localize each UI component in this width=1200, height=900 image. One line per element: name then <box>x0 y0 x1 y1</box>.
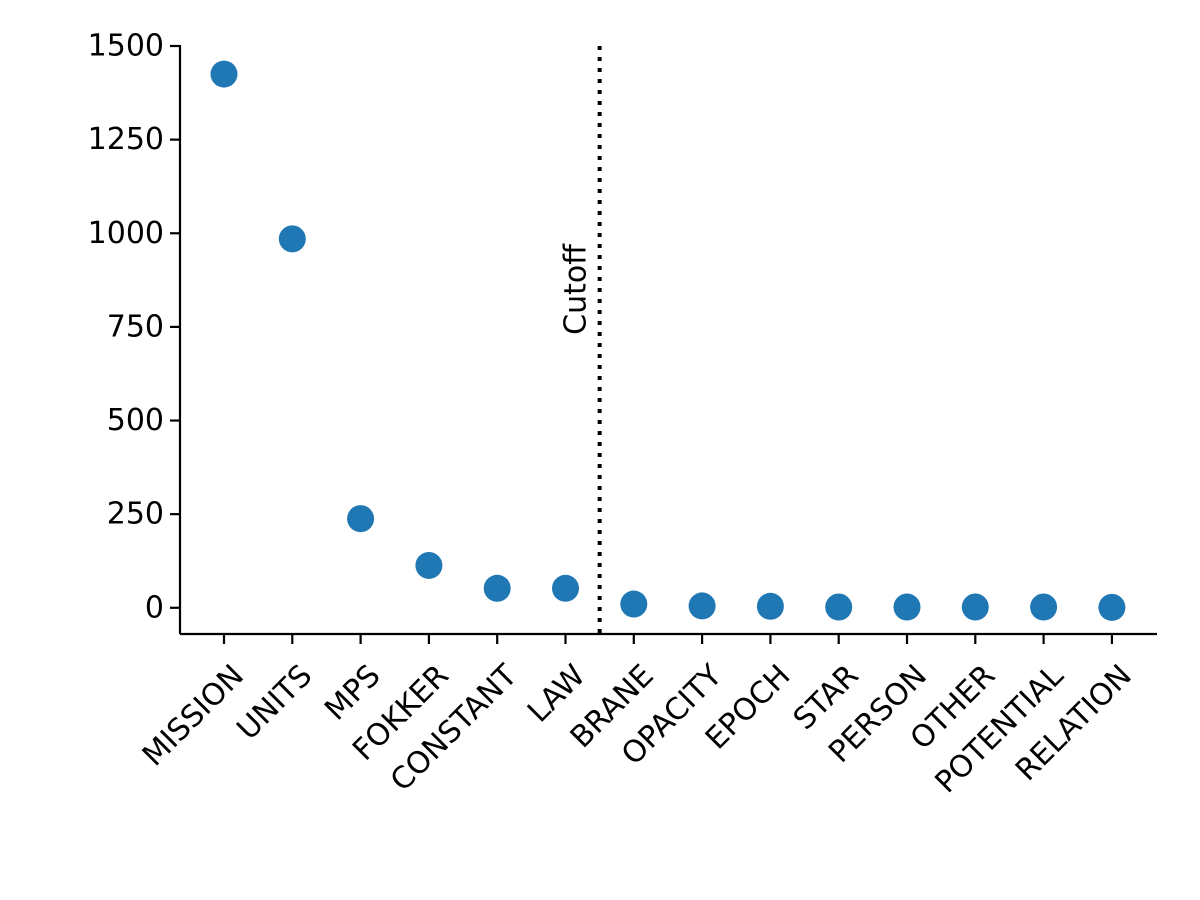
x-tick-label: UNITS <box>230 658 319 747</box>
data-point <box>347 505 375 533</box>
y-tick-label: 500 <box>107 403 164 438</box>
y-tick-label: 1000 <box>88 216 164 251</box>
data-point <box>210 60 238 88</box>
y-tick-label: 1250 <box>88 122 164 157</box>
cutoff-marker: Cutoff <box>559 46 602 634</box>
data-point <box>756 592 784 620</box>
y-axis-ticks: 0 250 500 750 1000 1250 1500 <box>88 29 180 625</box>
data-point <box>825 593 853 621</box>
data-point <box>961 593 989 621</box>
data-point <box>483 574 511 602</box>
data-point <box>278 225 306 253</box>
data-point <box>688 592 716 620</box>
data-points <box>210 60 1126 621</box>
data-point <box>552 574 579 602</box>
x-axis-ticks: MISSIONUNITSMPSFOKKERCONSTANTLAWBRANEOPA… <box>136 634 1139 800</box>
y-tick-label: 1500 <box>88 29 164 64</box>
data-point <box>1030 593 1058 621</box>
data-point <box>620 590 648 618</box>
y-tick-label: 250 <box>107 497 164 532</box>
data-point <box>415 551 443 579</box>
data-point <box>893 593 921 621</box>
y-tick-label: 750 <box>107 309 164 344</box>
data-point <box>1098 593 1126 621</box>
axes <box>178 45 1157 636</box>
x-tick-label: MISSION <box>136 658 251 773</box>
cutoff-label: Cutoff <box>559 243 594 335</box>
y-tick-label: 0 <box>145 590 164 625</box>
